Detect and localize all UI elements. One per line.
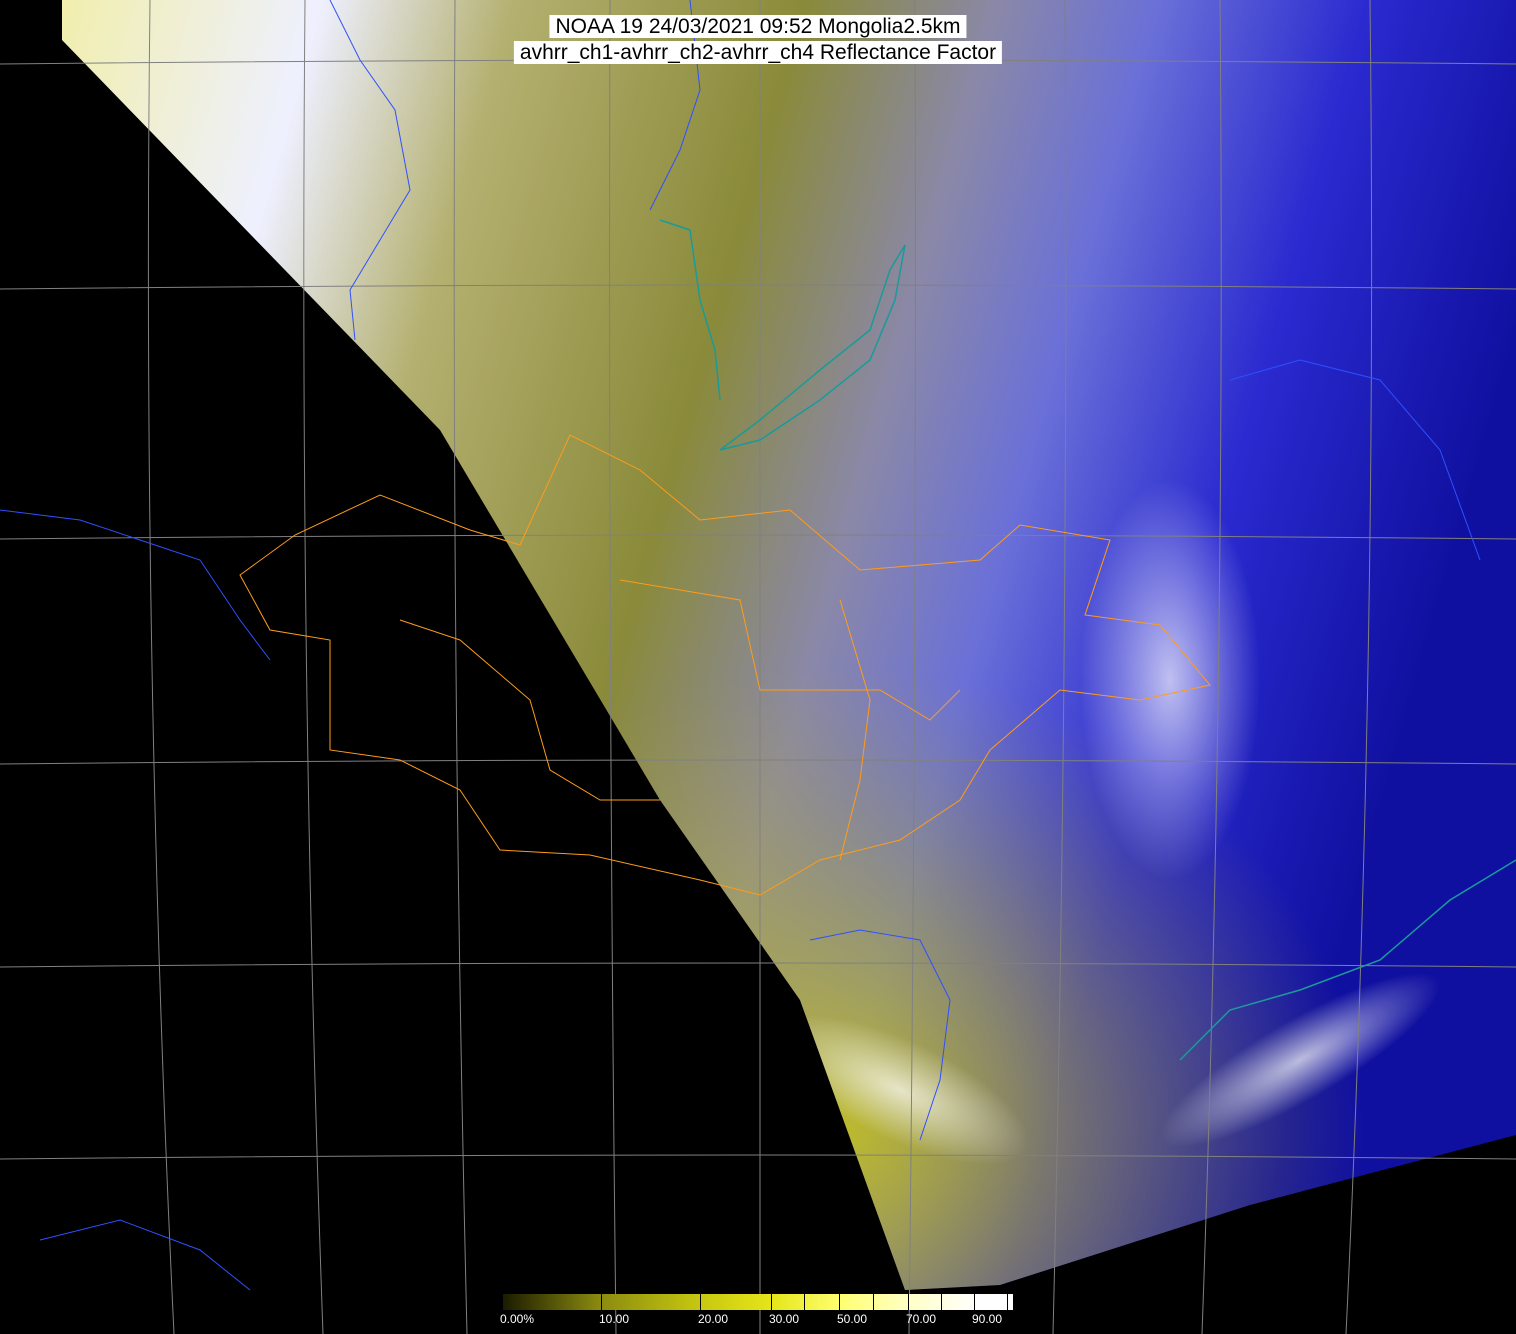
parallel-line [0,759,1516,765]
parallel-line [0,284,1516,290]
colorbar-label: 90.00 [972,1312,1003,1326]
colorbar-tick [941,1294,942,1310]
cloud-band [1080,480,1260,880]
colorbar-tick [502,1294,503,1310]
colorbar-tick [700,1294,701,1310]
meridian-line [1201,0,1222,1334]
colorbar-label: 50.00 [837,1312,868,1326]
cloud-band [771,1015,1029,1165]
meridian-line [303,0,324,1334]
meridian-line [147,0,175,1334]
coastlines-lakes [659,219,1516,1061]
colorbar-tick [908,1294,909,1310]
parallel-line [0,1154,1516,1160]
meridian-line [609,0,617,1334]
colorbar-tick [1007,1294,1008,1310]
colorbar-label: 0.00% [500,1312,535,1326]
cloud-band [1160,972,1440,1148]
colorbar-label: 10.00 [599,1312,630,1326]
parallel-line [0,534,1516,540]
colorbar-tick [873,1294,874,1310]
colorbar-label: 70.00 [906,1312,937,1326]
title-line-2: avhrr_ch1-avhrr_ch2-avhrr_ch4 Reflectanc… [513,41,1003,64]
meridian-line [1345,0,1373,1334]
colorbar [502,1294,1013,1310]
colorbar-tick [601,1294,602,1310]
meridian-line [453,0,468,1334]
colorbar-tick [804,1294,805,1310]
colorbar-tick [839,1294,840,1310]
colorbar-tick [771,1294,772,1310]
title-line-1: NOAA 19 24/03/2021 09:52 Mongolia2.5km [549,15,967,38]
colorbar-tick [974,1294,975,1310]
meridian-line [1052,0,1067,1334]
parallel-line [0,962,1516,968]
meridian-line [908,0,916,1334]
province-borders [239,434,1211,896]
colorbar-label: 30.00 [769,1312,800,1326]
colorbar-gradient [502,1294,1013,1310]
colorbar-label: 20.00 [698,1312,729,1326]
